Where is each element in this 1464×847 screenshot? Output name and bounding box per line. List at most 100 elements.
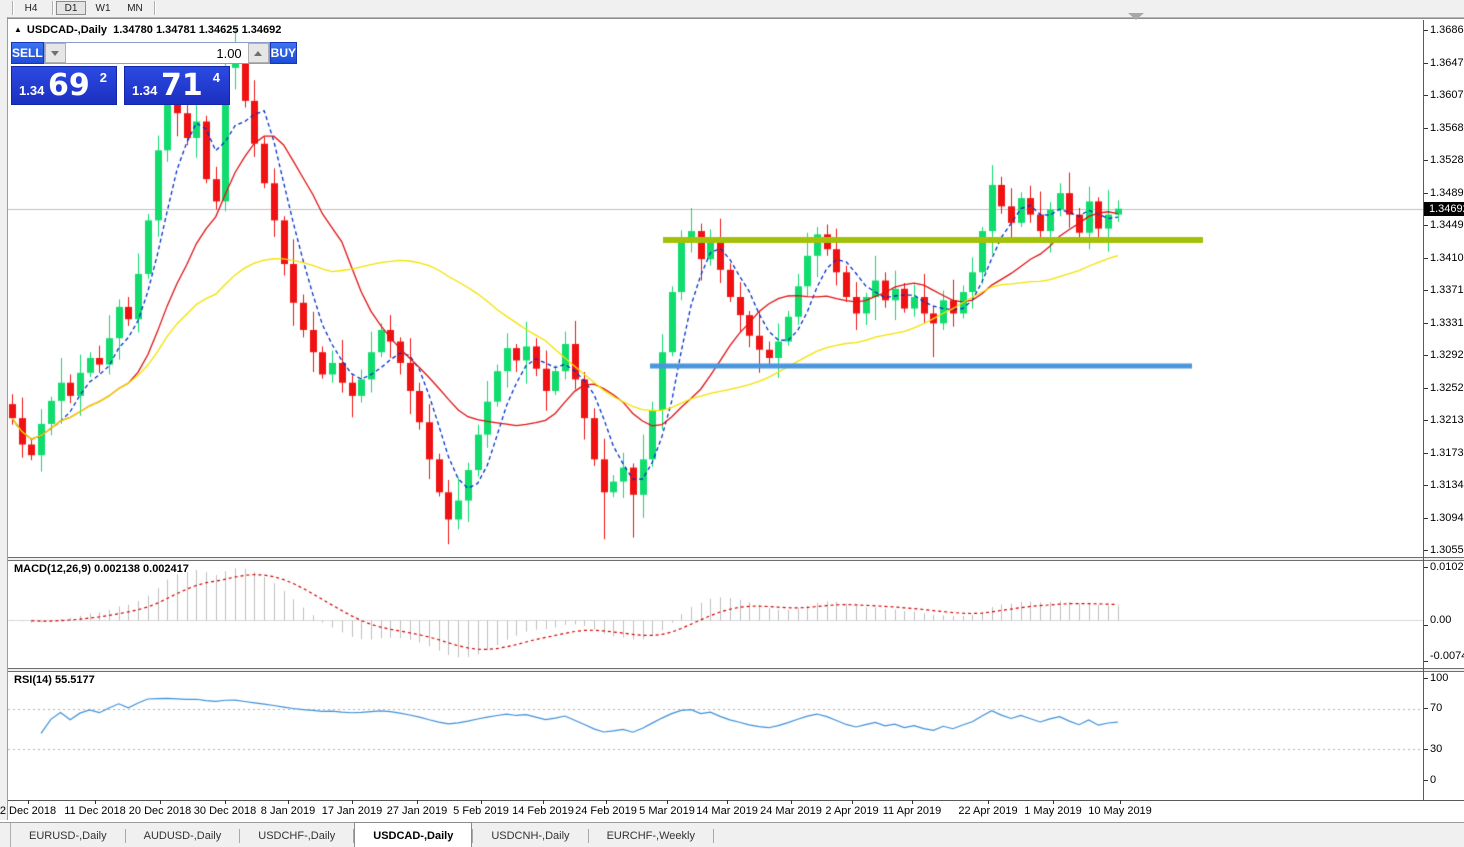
date-axis-label: 24 Mar 2019 <box>760 805 822 817</box>
date-axis-label: 8 Jan 2019 <box>260 805 316 817</box>
date-axis-label: 14 Mar 2019 <box>696 805 758 817</box>
tab-separator <box>472 828 474 843</box>
price-axis-tick <box>1424 388 1428 389</box>
date-axis-tick <box>606 800 607 804</box>
macd-axis-label-zero: 0.00 <box>1430 614 1452 626</box>
date-axis-tick <box>727 800 728 804</box>
collapse-chart-icon[interactable] <box>1128 13 1144 20</box>
panel-separator-rsi[interactable] <box>8 668 1464 672</box>
tab-separator <box>712 828 714 843</box>
macd-axis-label-bottom: -0.007477 <box>1430 650 1464 662</box>
volume-increase-button[interactable] <box>247 43 269 63</box>
date-axis-label: 11 Dec 2018 <box>64 805 126 817</box>
price-axis-label: 1.33710 <box>1430 284 1464 296</box>
spinner-up-icon <box>254 50 263 56</box>
sell-price[interactable]: 1.34 69 2 <box>11 66 117 105</box>
timeframe-button-d1[interactable]: D1 <box>56 1 86 15</box>
rsi-axis-label: 70 <box>1430 702 1443 714</box>
price-axis-label: 1.33310 <box>1430 317 1464 329</box>
date-axis-label: 24 Feb 2019 <box>575 805 637 817</box>
price-axis-label: 1.34490 <box>1430 219 1464 231</box>
date-axis-label: 2 Apr 2019 <box>825 805 879 817</box>
date-axis-tick <box>1120 800 1121 804</box>
tab-usdcnh-daily[interactable]: USDCNH-,Daily <box>491 829 570 842</box>
price-axis-label: 1.34890 <box>1430 187 1464 199</box>
price-axis-tick <box>1424 453 1428 454</box>
timeframe-button-mn[interactable]: MN <box>120 1 150 15</box>
macd-label: MACD(12,26,9) 0.002138 0.002417 <box>14 563 189 575</box>
macd-axis-tick <box>1424 567 1428 568</box>
rsi-axis-tick <box>1424 749 1428 750</box>
chart-title: USDCAD-,Daily <box>26 24 107 36</box>
buy-price[interactable]: 1.34 71 4 <box>124 66 230 105</box>
panel-toggle-icon[interactable]: ▲ <box>14 25 22 34</box>
volume-input[interactable] <box>65 43 248 63</box>
date-axis-tick <box>481 800 482 804</box>
price-axis-label: 1.34100 <box>1430 252 1464 264</box>
one-click-trading-panel: SELL BUY 1.34 69 2 1.34 71 4 <box>11 42 298 105</box>
price-axis-tick <box>1424 420 1428 421</box>
price-axis-label: 1.31340 <box>1430 479 1464 491</box>
price-axis-label: 1.35680 <box>1430 122 1464 134</box>
price-axis-label: 1.30550 <box>1430 544 1464 556</box>
date-axis-label: 20 Dec 2018 <box>128 805 192 817</box>
date-axis-label: 2 Dec 2018 <box>0 805 57 817</box>
date-axis-label: 22 Apr 2019 <box>958 805 1018 817</box>
current-price-label: 1.34692 <box>1424 202 1464 216</box>
price-axis-tick <box>1424 258 1428 259</box>
price-axis-tick <box>1424 225 1428 226</box>
price-axis-tick <box>1424 160 1428 161</box>
date-axis-tick <box>225 800 226 804</box>
timeframe-button-h4[interactable]: H4 <box>16 1 46 15</box>
price-axis-tick <box>1424 128 1428 129</box>
macd-axis-tick <box>1424 661 1428 662</box>
toolbar-separator <box>154 1 155 15</box>
sell-button[interactable]: SELL <box>11 42 44 64</box>
rsi-axis-tick <box>1424 780 1428 781</box>
price-axis-label: 1.36070 <box>1430 89 1464 101</box>
spinner-down-icon <box>51 50 60 56</box>
rsi-axis-label: 0 <box>1430 774 1437 786</box>
date-axis-tick <box>417 800 418 804</box>
macd-axis-label-top: 0.010229 <box>1430 561 1464 573</box>
timeframe-button-w1[interactable]: W1 <box>88 1 118 15</box>
volume-decrease-button[interactable] <box>44 43 66 63</box>
price-axis-label: 1.32920 <box>1430 349 1464 361</box>
macd-chart-canvas[interactable] <box>8 559 1423 668</box>
timeframe-toolbar: H4 D1 W1 MN <box>0 0 1464 18</box>
tab-eurusd-daily[interactable]: EURUSD-,Daily <box>29 829 107 842</box>
rsi-axis-tick <box>1424 678 1428 679</box>
price-axis-label: 1.36860 <box>1430 24 1464 36</box>
price-chart-canvas[interactable] <box>8 20 1423 557</box>
date-axis-tick <box>988 800 989 804</box>
price-axis-tick <box>1424 550 1428 551</box>
tab-usdchf-daily[interactable]: USDCHF-,Daily <box>258 829 336 842</box>
rsi-chart-canvas[interactable] <box>8 670 1423 800</box>
date-axis-tick <box>543 800 544 804</box>
rsi-axis-label: 100 <box>1430 672 1449 684</box>
price-axis-line <box>1423 20 1424 800</box>
volume-spinner <box>43 42 270 64</box>
date-axis-tick <box>791 800 792 804</box>
price-axis-tick <box>1424 193 1428 194</box>
rsi-label: RSI(14) 55.5177 <box>14 674 95 686</box>
date-axis-tick <box>95 800 96 804</box>
date-axis-tick <box>160 800 161 804</box>
price-axis-label: 1.31730 <box>1430 447 1464 459</box>
date-axis-tick <box>852 800 853 804</box>
tab-separator <box>587 828 589 843</box>
tab-eurchf-weekly[interactable]: EURCHF-,Weekly <box>606 829 695 842</box>
tab-separator <box>239 828 241 843</box>
tab-audusd-daily[interactable]: AUDUSD-,Daily <box>143 829 222 842</box>
date-axis-label: 30 Dec 2018 <box>193 805 257 817</box>
buy-button[interactable]: BUY <box>269 42 298 64</box>
date-axis-tick <box>288 800 289 804</box>
panel-separator-macd[interactable] <box>8 557 1464 561</box>
date-axis-label: 27 Jan 2019 <box>386 805 448 817</box>
tab-usdcad-daily[interactable]: USDCAD-,Daily <box>354 822 473 847</box>
price-axis-label: 1.32520 <box>1430 382 1464 394</box>
tab-separator <box>353 828 355 843</box>
price-axis-tick <box>1424 95 1428 96</box>
chart-ohlc: 1.34780 1.34781 1.34625 1.34692 <box>113 24 282 36</box>
